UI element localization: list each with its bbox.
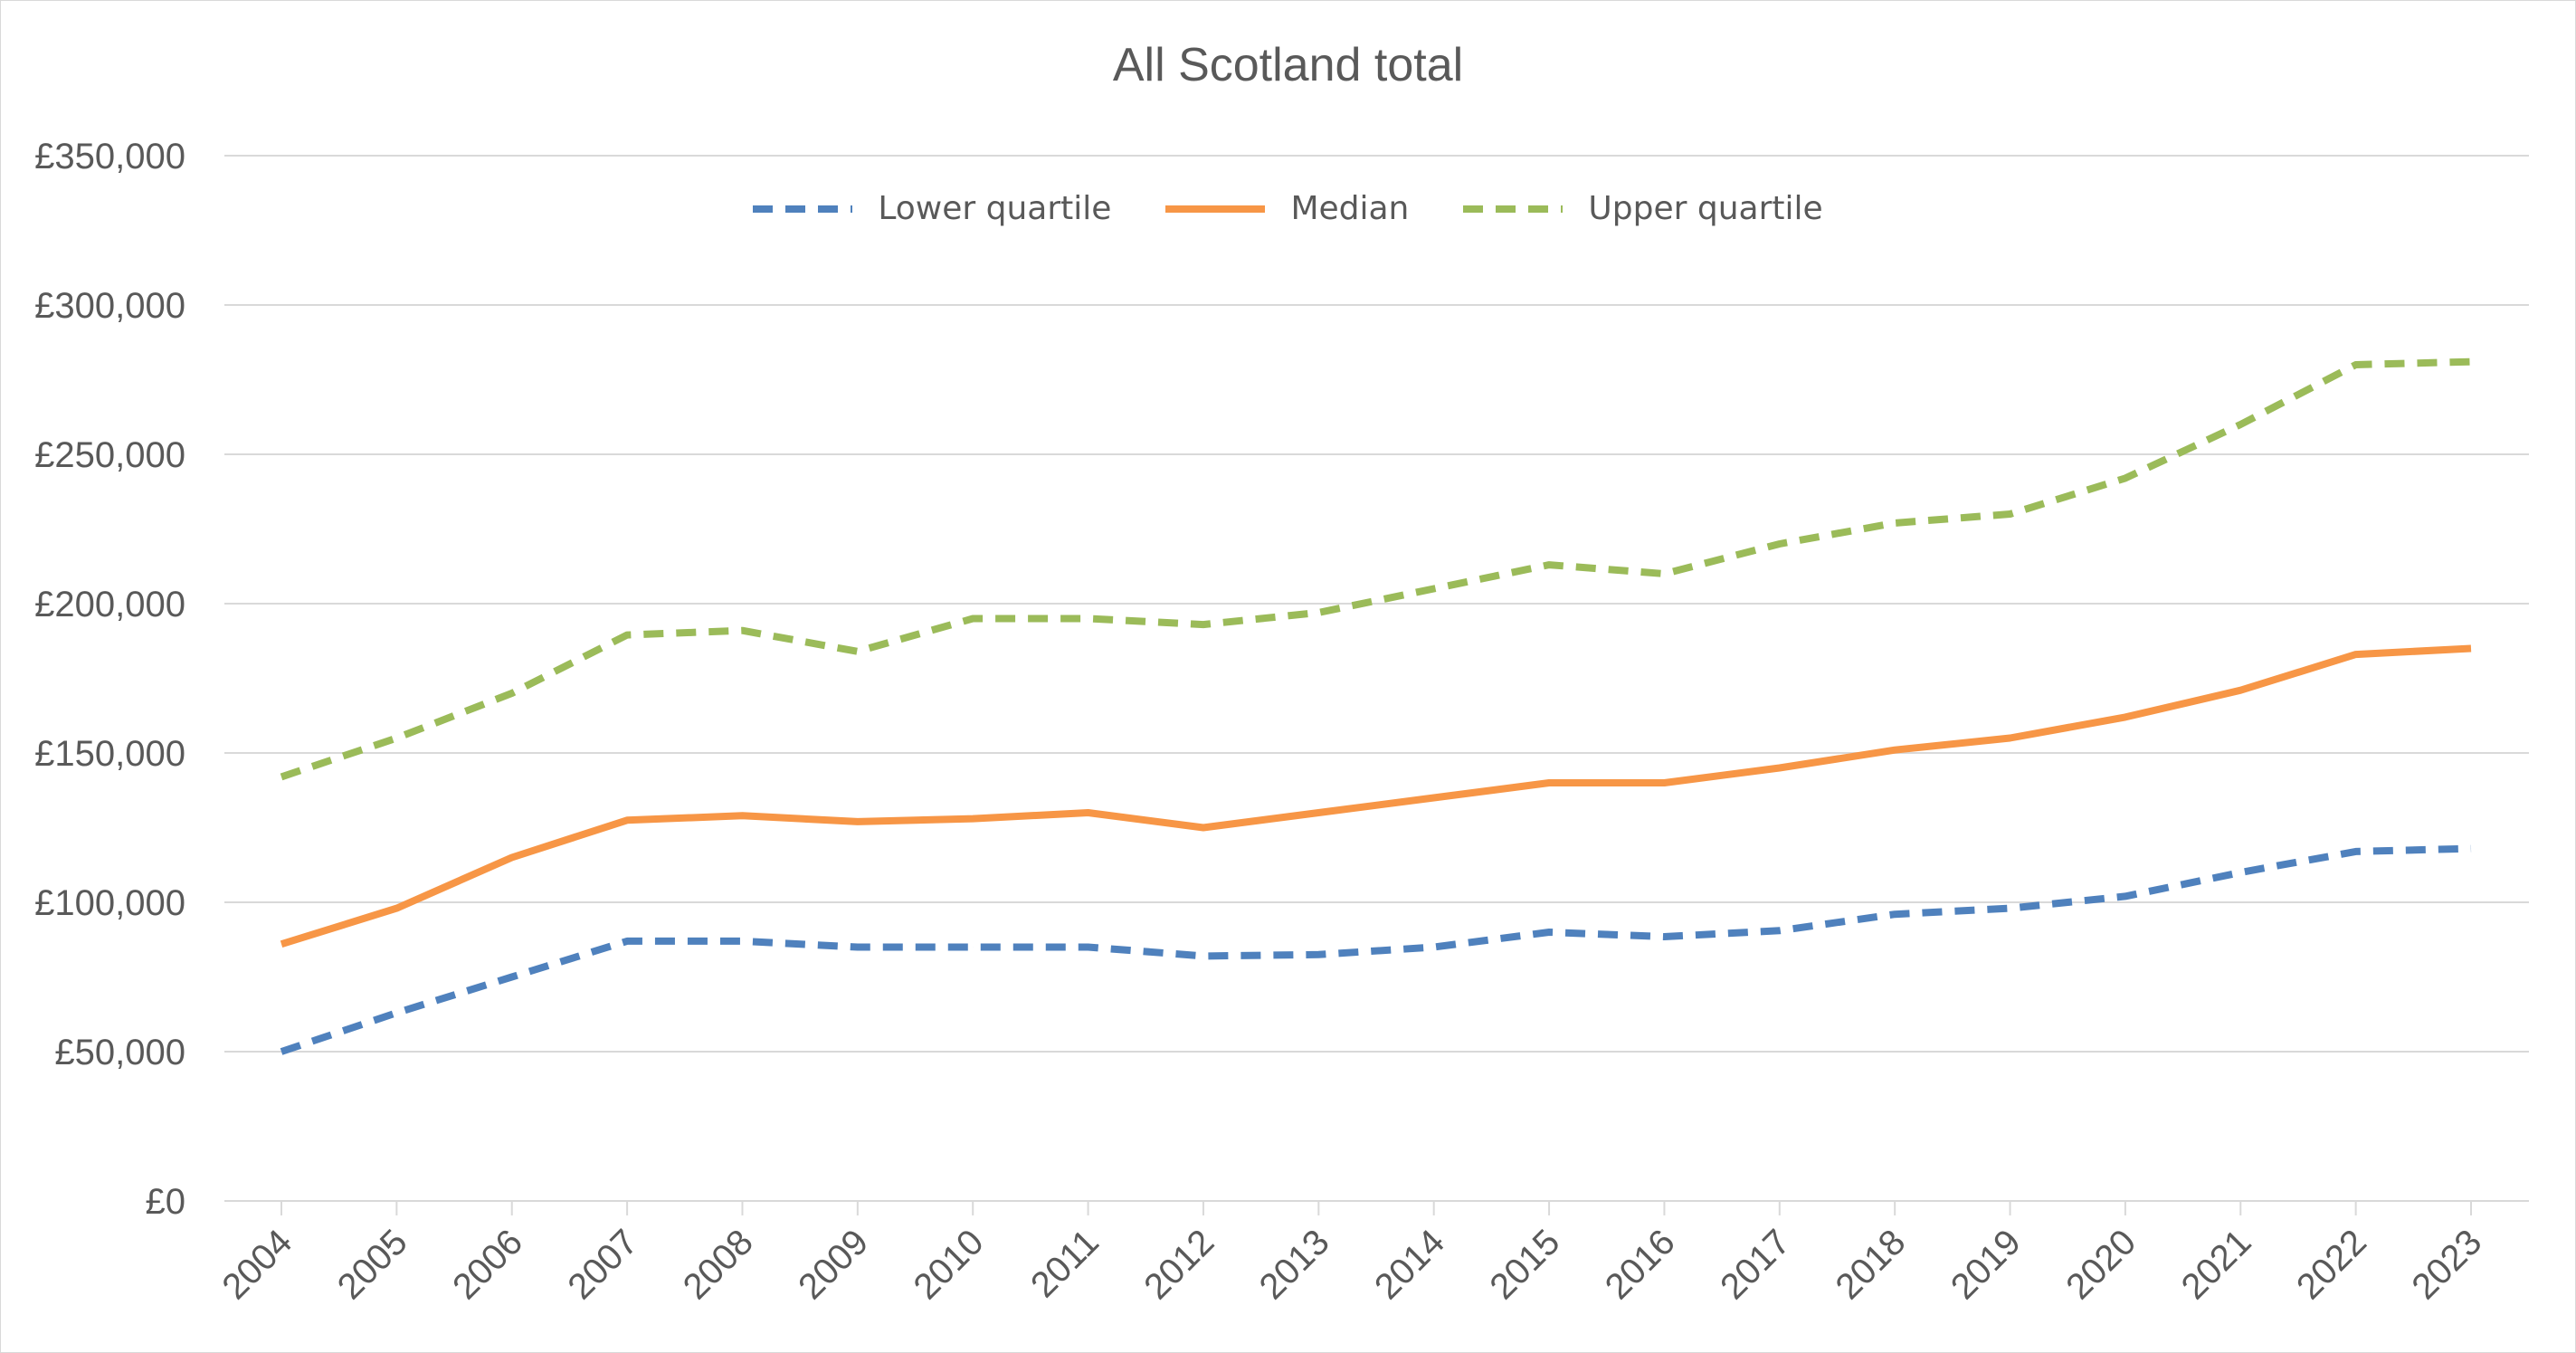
x-tick-label: 2023 <box>2404 1222 2489 1307</box>
x-tick-label: 2013 <box>1252 1222 1337 1307</box>
x-tick-label: 2005 <box>330 1222 415 1307</box>
x-tick-label: 2010 <box>907 1222 992 1307</box>
legend-label-lower-quartile: Lower quartile <box>878 190 1112 227</box>
series-line-lower-quartile <box>280 844 2472 1055</box>
x-tick-label: 2008 <box>676 1222 761 1307</box>
legend-swatch-median <box>1165 205 1266 213</box>
y-tick-label: £250,000 <box>34 435 185 475</box>
x-tick-label: 2015 <box>1482 1222 1567 1307</box>
legend-swatch-lower-quartile <box>753 205 853 213</box>
y-tick-label: £300,000 <box>34 286 185 326</box>
y-tick-label: £50,000 <box>54 1033 185 1072</box>
x-tick-label: 2006 <box>445 1222 530 1307</box>
chart-title: All Scotland total <box>1112 39 1464 91</box>
x-tick-label: 2020 <box>2058 1222 2143 1307</box>
x-tick-label: 2019 <box>1944 1222 2029 1307</box>
y-tick-label: £100,000 <box>34 883 185 923</box>
x-tick-label: 2009 <box>791 1222 876 1307</box>
legend-label-median: Median <box>1290 190 1410 227</box>
y-tick-label: £350,000 <box>34 137 185 176</box>
x-tick-label: 2022 <box>2289 1222 2374 1307</box>
x-tick-label: 2021 <box>2174 1222 2259 1307</box>
y-tick-label: £200,000 <box>34 585 185 624</box>
x-tick-label: 2016 <box>1598 1222 1683 1307</box>
x-tick-label: 2014 <box>1367 1222 1452 1307</box>
series-line-upper-quartile <box>280 357 2472 781</box>
x-tick-label: 2018 <box>1828 1222 1913 1307</box>
x-tick-label: 2004 <box>214 1222 299 1307</box>
x-tick-label: 2012 <box>1136 1222 1221 1307</box>
legend-label-upper-quartile: Upper quartile <box>1588 190 1823 227</box>
legend-item-lower-quartile: Lower quartile <box>753 190 1111 227</box>
y-tick-label: £150,000 <box>34 734 185 774</box>
legend-item-median: Median <box>1165 190 1409 227</box>
legend-item-upper-quartile: Upper quartile <box>1463 190 1823 227</box>
legend: Lower quartile Median Upper quartile <box>0 190 2576 227</box>
x-tick-label: 2017 <box>1713 1222 1798 1307</box>
x-tick-label: 2011 <box>1023 1222 1107 1305</box>
x-tick-label: 2007 <box>560 1222 645 1307</box>
legend-swatch-upper-quartile <box>1463 205 1564 213</box>
y-tick-label: £0 <box>146 1182 186 1222</box>
series-line-median <box>280 644 2472 948</box>
